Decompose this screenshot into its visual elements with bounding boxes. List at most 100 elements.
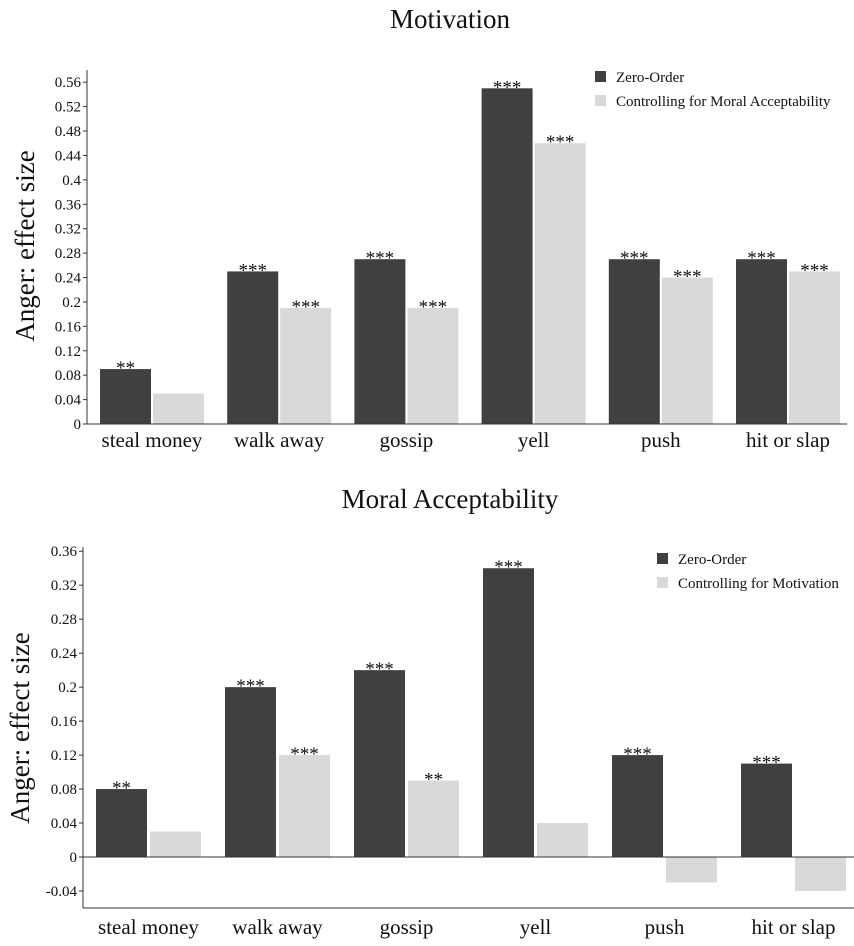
- bar: [96, 789, 147, 857]
- y-axis-label: Anger: effect size: [10, 150, 40, 341]
- y-tick-label: 0.28: [51, 612, 77, 628]
- legend-swatch: [657, 577, 668, 588]
- x-category-labels: steal money walk away gossip yell push hit or…: [98, 915, 835, 939]
- y-tick-label: 0.32: [51, 578, 77, 594]
- bar: [741, 763, 792, 857]
- significance-label: ***: [419, 297, 448, 318]
- y-tick-label: 0.24: [55, 271, 82, 287]
- y-tick-label: 0.28: [55, 246, 81, 262]
- legend-label: Zero-Order: [678, 552, 746, 568]
- significance-label: **: [116, 358, 135, 379]
- significance-label: ***: [365, 659, 394, 680]
- significance-label: ***: [493, 77, 522, 98]
- significance-label: ***: [673, 267, 702, 288]
- y-tick-label: 0.04: [55, 393, 82, 409]
- y-tick-label: -0.04: [46, 884, 78, 900]
- y-tick-label: 0: [74, 417, 82, 433]
- x-category-label: steal money: [98, 915, 199, 939]
- chart-title: Moral Acceptability: [342, 484, 559, 514]
- y-tick-label: 0.36: [51, 544, 78, 560]
- significance-label: ***: [236, 676, 265, 697]
- x-category-label: steal money: [102, 428, 203, 452]
- x-category-labels: steal money walk away gossip yell push hit or…: [102, 428, 830, 452]
- significance-label: ***: [623, 744, 652, 765]
- y-tick-label: 0.32: [55, 222, 81, 238]
- chart-title: Motivation: [390, 4, 510, 34]
- significance-label: ***: [290, 744, 319, 765]
- bar: [408, 780, 459, 857]
- bar: [736, 259, 787, 424]
- bar: [795, 857, 846, 891]
- y-tick-label: 0.36: [55, 197, 82, 213]
- x-category-label: yell: [518, 428, 550, 452]
- y-tick-label: 0.16: [51, 714, 78, 730]
- significance-label: ***: [546, 132, 575, 153]
- bar: [280, 308, 332, 424]
- bar: [279, 755, 330, 857]
- y-tick-label: 0.52: [55, 100, 81, 116]
- bar-group: ********************************: [100, 77, 840, 424]
- significance-label: ***: [494, 557, 523, 578]
- y-tick-label: 0.12: [55, 344, 81, 360]
- moral-acceptability-panel: Moral Acceptability Anger: effect size *…: [5, 484, 854, 939]
- bar: [612, 755, 663, 857]
- significance-label: **: [424, 770, 443, 791]
- y-tick-label: 0.08: [55, 368, 81, 384]
- x-category-label: push: [645, 915, 685, 939]
- significance-label: ***: [800, 260, 829, 281]
- x-category-label: hit or slap: [746, 428, 830, 452]
- y-tick-label: 0.56: [55, 75, 82, 91]
- bar: [100, 369, 151, 424]
- bar: [481, 88, 533, 424]
- y-tick-label: 0.2: [58, 680, 77, 696]
- bar: [227, 271, 279, 424]
- bar: [534, 143, 586, 424]
- legend-swatch: [595, 71, 606, 82]
- x-category-label: push: [641, 428, 681, 452]
- y-tick-label: 0.48: [55, 124, 81, 140]
- y-tick-label: 0.16: [55, 319, 82, 335]
- y-axis-label: Anger: effect size: [5, 632, 35, 823]
- significance-label: ***: [620, 248, 649, 269]
- significance-label: ***: [291, 297, 320, 318]
- y-tick-label: 0: [70, 850, 78, 866]
- x-category-label: gossip: [380, 428, 434, 452]
- y-tick-label: 0.12: [51, 748, 77, 764]
- bar: [483, 568, 534, 857]
- bar: [354, 259, 406, 424]
- bar: [661, 277, 713, 424]
- legend-label: Zero-Order: [616, 70, 684, 86]
- significance-label: **: [112, 778, 131, 799]
- legend: Zero-Order Controlling for Moral Acceptab…: [595, 70, 831, 110]
- bar: [789, 271, 840, 424]
- bar: [225, 687, 276, 857]
- bar: [666, 857, 717, 883]
- significance-label: ***: [366, 248, 395, 269]
- y-tick-label: 0.2: [62, 295, 81, 311]
- x-category-label: gossip: [380, 915, 434, 939]
- motivation-panel: Motivation Anger: effect size **********…: [10, 4, 848, 452]
- bar: [407, 308, 459, 424]
- bar: [153, 393, 204, 424]
- legend-label: Controlling for Motivation: [678, 576, 839, 592]
- significance-label: ***: [747, 248, 776, 269]
- y-tick-label: 0.44: [55, 148, 82, 164]
- bar-group: ******************* ***: [96, 557, 846, 891]
- bar: [608, 259, 660, 424]
- legend-swatch: [595, 95, 606, 106]
- y-tick-label: 0.04: [51, 816, 78, 832]
- x-category-label: yell: [520, 915, 552, 939]
- bar: [150, 831, 201, 857]
- legend-label: Controlling for Moral Acceptability: [616, 94, 831, 110]
- y-tick-label: 0.4: [62, 173, 81, 189]
- y-tick-label: 0.24: [51, 646, 78, 662]
- legend-swatch: [657, 553, 668, 564]
- y-ticks: -0.04 0 0.04 0.08 0.12 0.16 0.2 0.24 0.28 0.32 0.3…: [46, 544, 854, 909]
- x-category-label: hit or slap: [752, 915, 836, 939]
- y-tick-label: 0.08: [51, 782, 77, 798]
- legend: Zero-Order Controlling for Motivation: [657, 552, 839, 592]
- x-category-label: walk away: [232, 915, 323, 939]
- bar: [354, 670, 405, 857]
- significance-label: ***: [238, 260, 267, 281]
